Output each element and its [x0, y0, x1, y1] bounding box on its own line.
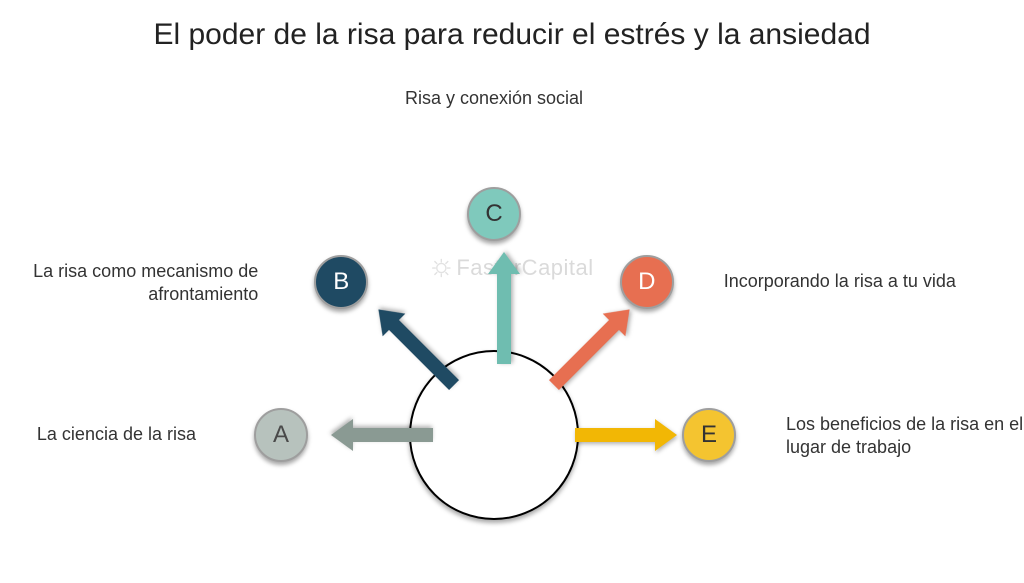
node-a: A — [254, 408, 308, 462]
arrow-c — [488, 252, 520, 364]
label-a: La ciencia de la risa — [0, 423, 196, 446]
node-letter-a: A — [273, 421, 289, 449]
arrow-a — [331, 419, 433, 451]
arrow-e — [575, 419, 677, 451]
label-d: Incorporando la risa a tu vida — [724, 270, 984, 293]
node-letter-e: E — [701, 421, 717, 449]
watermark-icon — [430, 257, 452, 279]
arrow-d — [543, 298, 641, 396]
node-letter-b: B — [333, 268, 349, 296]
node-e: E — [682, 408, 736, 462]
label-e: Los beneficios de la risa en el lugar de… — [786, 413, 1024, 458]
watermark-text: FasterCapital — [456, 255, 593, 281]
node-letter-c: C — [485, 200, 502, 228]
page-title: El poder de la risa para reducir el estr… — [0, 18, 1024, 52]
node-b: B — [314, 255, 368, 309]
label-b: La risa como mecanismo de afrontamiento — [0, 260, 258, 305]
node-c: C — [467, 187, 521, 241]
node-letter-d: D — [638, 268, 655, 296]
label-c: Risa y conexión social — [364, 87, 624, 110]
node-d: D — [620, 255, 674, 309]
arrow-b — [367, 298, 465, 396]
